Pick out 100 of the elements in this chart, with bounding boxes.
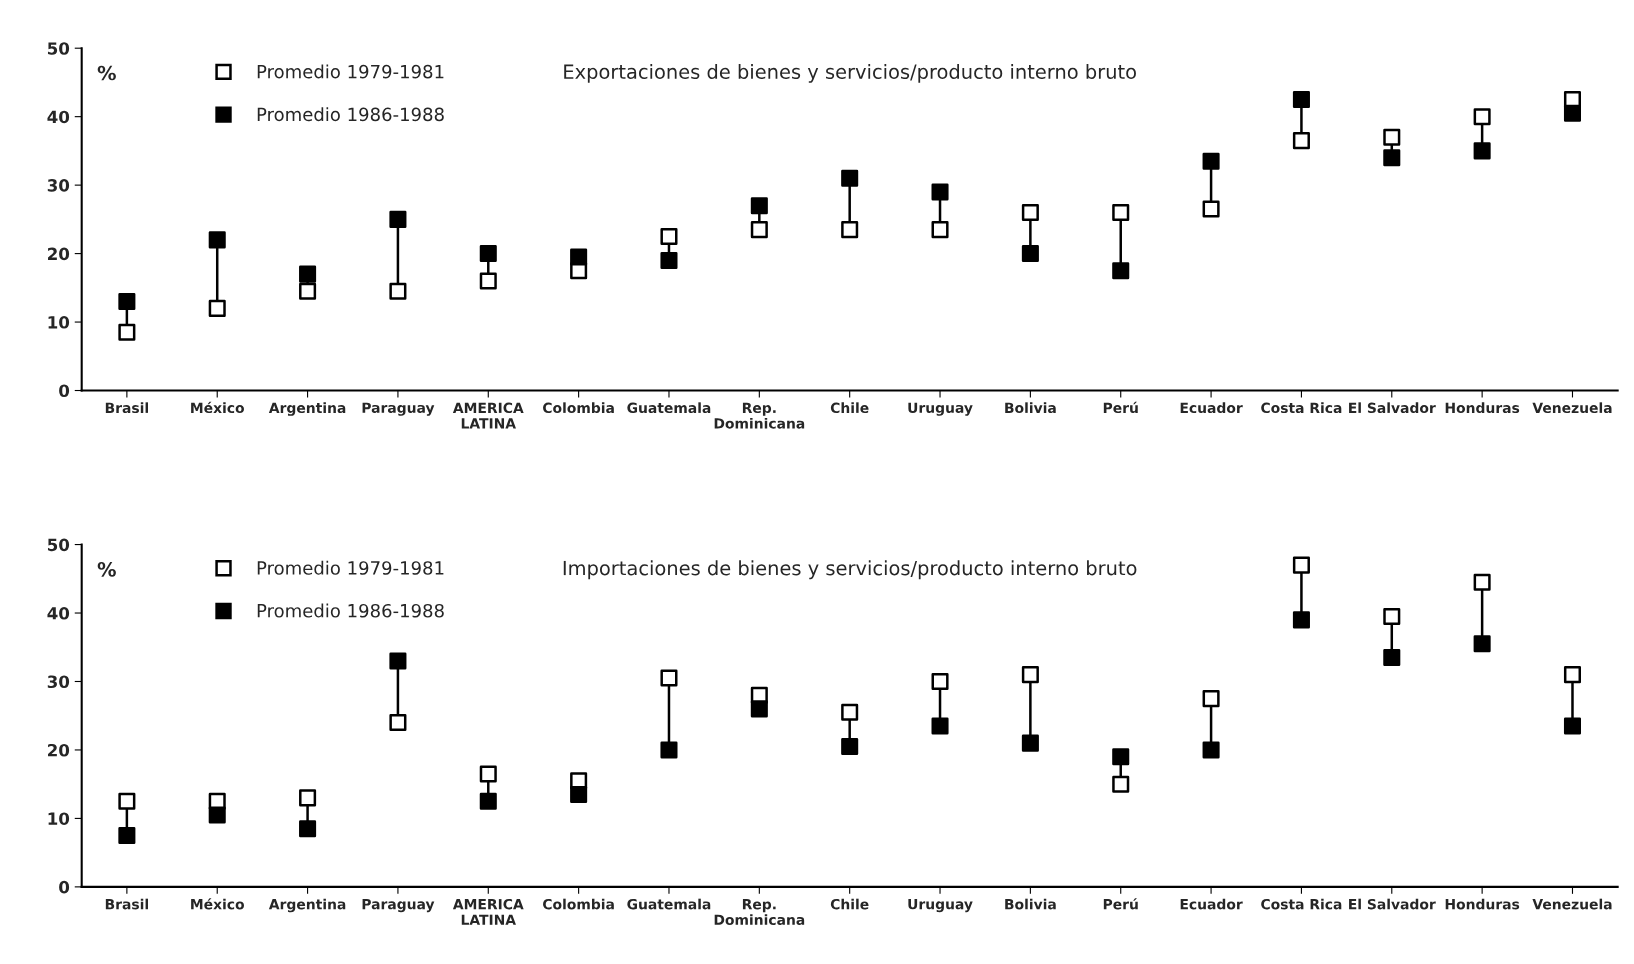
x-tick-label: Colombia: [543, 898, 614, 910]
point: [1202, 741, 1220, 759]
x-tick-label: México: [191, 898, 244, 910]
x-tick-label: El Salvador: [1349, 898, 1436, 910]
y-tick-label: 10: [48, 812, 70, 825]
x-tick-label: Venezuela: [1532, 402, 1612, 414]
point: [931, 672, 949, 691]
x-tick-label: Chile: [830, 402, 869, 414]
x-tick-label: Perú: [1103, 898, 1138, 910]
point: [1021, 203, 1039, 222]
x-tick-label: Honduras: [1445, 898, 1520, 910]
point: [841, 703, 859, 721]
point: [1021, 245, 1039, 263]
point: [931, 183, 949, 201]
y-axis-title: %: [97, 562, 116, 577]
y-tick-label: 50: [47, 538, 70, 552]
x-tick-label: Guatemala: [627, 898, 711, 910]
point: [389, 282, 407, 300]
x-tick-label: AMERICA LATINA: [452, 898, 524, 925]
point: [389, 210, 407, 228]
point: [1202, 200, 1220, 218]
y-tick-label: 10: [48, 316, 70, 329]
legend-label: Promedio 1986-1988: [257, 603, 444, 618]
y-tick-label: 20: [48, 743, 70, 757]
x-tick-label: Colombia: [543, 402, 614, 414]
x-tick-label: Uruguay: [908, 402, 973, 416]
legend-label: Promedio 1979-1981: [257, 64, 444, 79]
point: [1383, 149, 1401, 167]
x-tick-label: Honduras: [1445, 402, 1520, 414]
text: Exportaciones de bienes y servicios/producto interno bruto: [564, 63, 1136, 83]
x-tick-label: Perú: [1103, 401, 1138, 414]
y-tick-label: 40: [47, 110, 70, 124]
point: [1473, 573, 1491, 591]
point: [1473, 108, 1491, 126]
point: [299, 282, 317, 300]
point: [1563, 104, 1582, 122]
point: [299, 820, 317, 838]
legend-label: Promedio 1986-1988: [257, 107, 444, 122]
point: [1021, 666, 1039, 684]
y-tick-label: 50: [47, 42, 70, 55]
point: [1292, 611, 1310, 629]
point: [931, 221, 949, 239]
point: [208, 299, 226, 317]
point: [479, 272, 497, 290]
y-tick-label: 30: [47, 675, 70, 689]
point: [1563, 666, 1582, 684]
point: [1473, 635, 1491, 653]
x-tick-label: Uruguay: [908, 899, 973, 913]
point: [1383, 128, 1401, 146]
point: [570, 785, 588, 803]
point: [118, 323, 136, 341]
x-tick-label: Bolivia: [1005, 898, 1056, 910]
x-tick-label: Brasil: [105, 402, 149, 414]
point: [841, 169, 859, 187]
point: [1112, 748, 1130, 766]
x-tick-label: Costa Rica: [1261, 898, 1342, 910]
x-tick-label: Bolivia: [1005, 402, 1056, 414]
point: [841, 221, 859, 239]
point: [118, 827, 136, 845]
x-tick-label: Costa Rica: [1261, 402, 1342, 414]
point: [479, 765, 497, 783]
point: [1383, 648, 1401, 667]
x-tick-label: Chile: [830, 898, 869, 910]
x-tick-label: Ecuador: [1180, 402, 1243, 414]
x-tick-label: Paraguay: [362, 899, 435, 913]
point: [570, 248, 588, 266]
point: [1292, 132, 1310, 150]
point: [479, 245, 497, 263]
point: [1563, 717, 1582, 735]
point: [750, 197, 768, 215]
point: [660, 669, 678, 687]
point: [1292, 556, 1310, 574]
x-tick-label: Brasil: [105, 898, 149, 910]
point: [1202, 690, 1220, 708]
point: [750, 221, 768, 239]
point: [660, 227, 678, 246]
x-tick-label: México: [191, 401, 244, 414]
legend-label: Promedio 1979-1981: [257, 560, 444, 575]
point: [389, 714, 407, 732]
y-tick-label: 0: [59, 384, 70, 398]
x-tick-label: Guatemala: [627, 402, 711, 414]
y-tick-label: 40: [47, 606, 70, 620]
point: [660, 251, 678, 269]
point: [841, 738, 859, 756]
x-tick-label: Venezuela: [1532, 898, 1612, 910]
x-tick-label: Rep. Dominicana: [714, 899, 805, 925]
y-tick-label: 0: [59, 880, 70, 894]
point: [1112, 262, 1130, 280]
point: [1112, 775, 1130, 793]
point: [208, 806, 226, 824]
point: [931, 717, 949, 735]
y-axis-title: %: [97, 65, 116, 81]
point: [1202, 152, 1220, 170]
point: [1473, 142, 1491, 160]
point: [1112, 203, 1130, 222]
x-tick-label: Argentina: [268, 402, 346, 416]
point: [118, 292, 136, 311]
point: [479, 792, 497, 810]
point: [299, 265, 317, 283]
point: [660, 741, 678, 759]
